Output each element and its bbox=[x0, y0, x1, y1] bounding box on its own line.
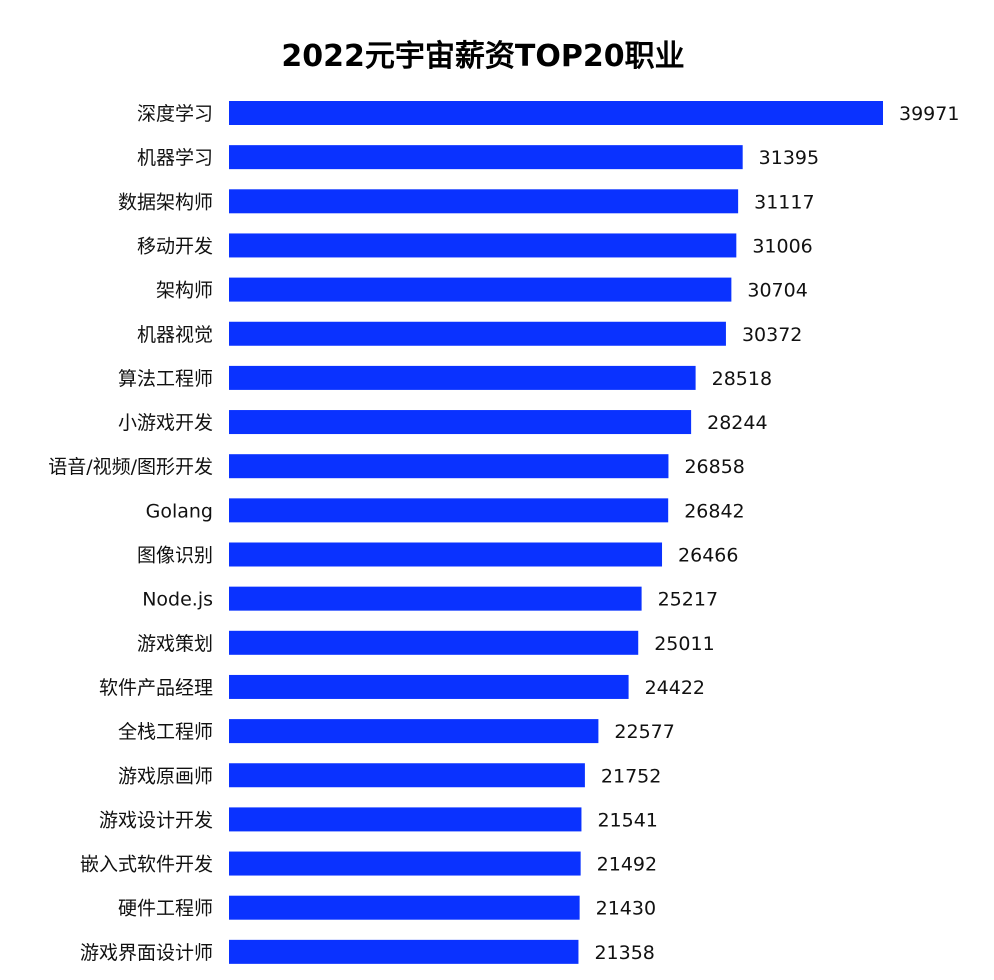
value-label: 30372 bbox=[742, 324, 802, 346]
bar bbox=[229, 674, 629, 699]
category-label: 全栈工程师 bbox=[118, 721, 213, 743]
value-label: 31117 bbox=[754, 191, 814, 213]
category-label: Node.js bbox=[142, 589, 213, 611]
bar bbox=[229, 233, 737, 258]
category-label: 移动开发 bbox=[137, 235, 213, 257]
category-label: 小游戏开发 bbox=[118, 412, 213, 434]
value-label: 24422 bbox=[645, 677, 705, 699]
chart-title: 2022元宇宙薪资TOP20职业 bbox=[281, 39, 684, 74]
category-label: 图像识别 bbox=[137, 545, 213, 567]
value-label: 21430 bbox=[596, 898, 656, 920]
category-labels-layer: 深度学习机器学习数据架构师移动开发架构师机器视觉算法工程师小游戏开发语音/视频/… bbox=[48, 103, 213, 964]
bar bbox=[229, 939, 579, 964]
category-label: 架构师 bbox=[156, 280, 213, 302]
bar bbox=[229, 630, 639, 655]
bar bbox=[229, 101, 883, 125]
category-label: 语音/视频/图形开发 bbox=[48, 456, 213, 478]
category-label: 算法工程师 bbox=[118, 368, 213, 390]
bar bbox=[229, 763, 585, 788]
value-labels-layer: 39971 31395 31117 31006 30704 30372 28518 28244… bbox=[594, 103, 959, 964]
value-label: 22577 bbox=[614, 721, 674, 743]
category-label: 游戏原画师 bbox=[118, 765, 213, 787]
bar bbox=[229, 807, 582, 832]
bar bbox=[229, 277, 732, 302]
category-label: 数据架构师 bbox=[118, 191, 213, 213]
bar bbox=[229, 321, 726, 346]
value-label: 26466 bbox=[678, 545, 738, 567]
value-label: 26842 bbox=[684, 500, 744, 522]
value-label: 21541 bbox=[597, 809, 657, 831]
bar bbox=[229, 542, 663, 567]
bar bbox=[229, 189, 739, 214]
value-label: 21492 bbox=[597, 854, 657, 876]
category-label: 嵌入式软件开发 bbox=[80, 854, 213, 876]
category-label: 硬件工程师 bbox=[118, 898, 213, 920]
category-label: 机器学习 bbox=[137, 147, 213, 169]
value-label: 25217 bbox=[658, 589, 718, 611]
value-label: 28244 bbox=[707, 412, 767, 434]
bar bbox=[229, 145, 743, 170]
value-label: 21752 bbox=[601, 765, 661, 787]
category-label: 软件产品经理 bbox=[99, 677, 213, 699]
bar bbox=[229, 586, 642, 611]
category-label: 游戏策划 bbox=[137, 633, 213, 655]
bar bbox=[229, 410, 692, 435]
category-label: 游戏界面设计师 bbox=[80, 942, 213, 964]
value-label: 31006 bbox=[752, 235, 812, 257]
bar bbox=[229, 498, 669, 523]
category-label: 机器视觉 bbox=[137, 324, 213, 346]
category-label: 深度学习 bbox=[137, 103, 213, 125]
bars-layer bbox=[229, 101, 883, 964]
bar bbox=[229, 851, 581, 876]
value-label: 26858 bbox=[684, 456, 744, 478]
value-label: 28518 bbox=[712, 368, 772, 390]
value-label: 39971 bbox=[899, 103, 959, 125]
bar bbox=[229, 719, 599, 744]
value-label: 31395 bbox=[759, 147, 819, 169]
value-label: 30704 bbox=[747, 280, 807, 302]
value-label: 21358 bbox=[594, 942, 654, 964]
category-label: Golang bbox=[146, 500, 213, 522]
category-label: 游戏设计开发 bbox=[99, 809, 213, 831]
bar bbox=[229, 895, 580, 920]
bar bbox=[229, 454, 669, 479]
value-label: 25011 bbox=[654, 633, 714, 655]
bar bbox=[229, 365, 696, 390]
